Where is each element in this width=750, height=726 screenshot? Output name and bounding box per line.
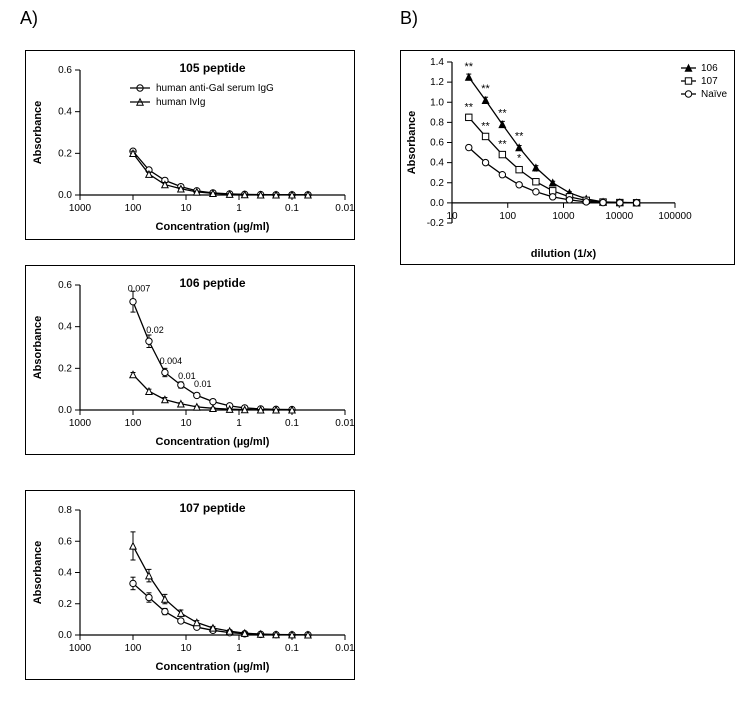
svg-text:Concentration (µg/ml): Concentration (µg/ml) [156,436,270,448]
panel-b-label: B) [400,8,418,29]
svg-text:100: 100 [125,643,142,654]
svg-text:0.02: 0.02 [146,325,164,335]
svg-text:100: 100 [125,203,142,214]
svg-text:0.2: 0.2 [430,178,444,189]
svg-text:100: 100 [125,418,142,429]
svg-text:10: 10 [446,211,458,222]
svg-text:**: ** [498,139,507,151]
chart-105-peptide: 1000 100 10 1 0.1 0.01 0.0 0.2 0.4 0.6 Concentrati… [25,50,355,240]
svg-text:0.01: 0.01 [194,379,212,389]
svg-text:0.6: 0.6 [430,138,444,149]
svg-text:0.007: 0.007 [128,283,151,293]
svg-text:1000: 1000 [69,418,92,429]
svg-text:100000: 100000 [658,211,692,222]
svg-text:**: ** [515,130,524,142]
svg-text:0.1: 0.1 [285,643,299,654]
svg-text:*: * [534,167,539,179]
svg-text:human IvIg: human IvIg [156,97,205,108]
svg-text:0.2: 0.2 [58,599,72,610]
svg-text:106: 106 [701,63,718,74]
svg-text:-0.2: -0.2 [427,218,445,229]
svg-text:105 peptide: 105 peptide [179,61,245,75]
svg-text:0.2: 0.2 [58,363,72,374]
svg-text:**: ** [498,107,507,119]
svg-text:Absorbance: Absorbance [32,316,44,380]
svg-text:107 peptide: 107 peptide [179,501,245,515]
svg-text:0.01: 0.01 [335,203,355,214]
svg-text:0.4: 0.4 [58,568,72,579]
svg-text:106 peptide: 106 peptide [179,276,245,290]
svg-text:**: ** [481,83,490,95]
svg-text:1: 1 [236,643,242,654]
svg-text:Naïve: Naïve [701,89,728,100]
svg-text:Absorbance: Absorbance [32,101,44,165]
chart-106-peptide: 1000 100 10 1 0.1 0.01 0.0 0.2 0.4 0.6 Concentrati… [25,265,355,455]
svg-text:0.01: 0.01 [178,371,196,381]
svg-text:0.6: 0.6 [58,536,72,547]
svg-text:**: ** [465,101,474,113]
svg-text:1.2: 1.2 [430,77,444,88]
panel-a-label: A) [20,8,38,29]
svg-text:0.01: 0.01 [335,643,355,654]
svg-text:0.8: 0.8 [58,505,72,516]
svg-text:0.6: 0.6 [58,65,72,76]
svg-text:Concentration (µg/ml): Concentration (µg/ml) [156,661,270,673]
chart-panel-b: 10 100 1000 10000 100000 -0.2 0.0 0.2 0.4 0.6 0.8 1… [400,50,735,265]
svg-text:1.4: 1.4 [430,57,444,68]
svg-text:0.1: 0.1 [285,418,299,429]
svg-text:0.2: 0.2 [58,148,72,159]
svg-text:Absorbance: Absorbance [32,541,44,605]
svg-text:dilution (1/x): dilution (1/x) [531,248,597,260]
svg-text:0.1: 0.1 [285,203,299,214]
svg-text:0.0: 0.0 [430,198,444,209]
svg-text:10: 10 [180,418,192,429]
svg-text:1000: 1000 [69,203,92,214]
svg-text:1: 1 [236,418,242,429]
svg-text:0.004: 0.004 [160,356,183,366]
svg-text:Concentration (µg/ml): Concentration (µg/ml) [156,221,270,233]
svg-text:1: 1 [236,203,242,214]
svg-text:10: 10 [180,203,192,214]
svg-text:100: 100 [499,211,516,222]
svg-text:0.4: 0.4 [430,158,444,169]
svg-text:0.8: 0.8 [430,117,444,128]
svg-text:0.01: 0.01 [335,418,355,429]
svg-text:10000: 10000 [605,211,633,222]
svg-text:human anti-Gal serum IgG: human anti-Gal serum IgG [156,83,274,94]
svg-text:*: * [517,153,522,165]
svg-text:0.4: 0.4 [58,107,72,118]
svg-text:0.4: 0.4 [58,322,72,333]
svg-text:0.0: 0.0 [58,630,72,641]
chart-107-peptide: 1000 100 10 1 0.1 0.01 0.0 0.2 0.4 0.6 0.8 Concentr… [25,490,355,680]
svg-text:1000: 1000 [552,211,575,222]
svg-text:1.0: 1.0 [430,97,444,108]
svg-text:Absorbance: Absorbance [406,111,418,175]
figure-page: { "labels":{ "panelA":"A)", "panelB":"B)… [0,0,750,726]
svg-text:1000: 1000 [69,643,92,654]
svg-text:0.0: 0.0 [58,190,72,201]
svg-text:**: ** [465,61,474,73]
svg-text:**: ** [481,120,490,132]
svg-text:0.0: 0.0 [58,405,72,416]
svg-text:107: 107 [701,76,718,87]
svg-text:10: 10 [180,643,192,654]
svg-text:0.6: 0.6 [58,280,72,291]
